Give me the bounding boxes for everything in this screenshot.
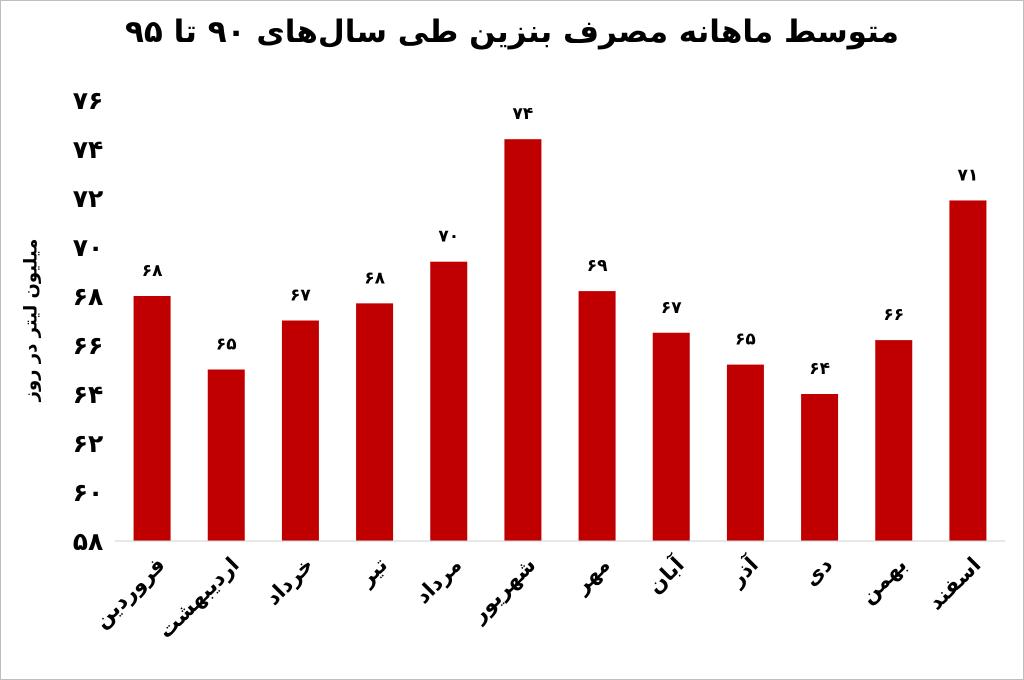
x-tick-label: خرداد [261,553,318,610]
data-label: ۶۸ [142,261,163,281]
y-tick-label: ۶۸ [73,282,104,311]
y-tick-label: ۶۰ [73,478,104,507]
data-label: ۷۱ [958,165,979,185]
data-label: ۷۰ [438,227,459,247]
x-tick-label: اسفند [923,553,985,615]
y-tick-label: ۷۶ [73,86,104,115]
bar [504,139,542,541]
data-label: ۷۴ [513,104,534,124]
bar [281,320,319,541]
data-labels: ۶۸ ۶۵ ۶۷ ۶۸ ۷۰ ۷۴ ۶۹ ۶۷ ۶۵ ۶۴ ۶۶ ۷۱ [142,104,979,379]
x-tick-label: شهریور [466,553,541,628]
y-tick-label: ۷۰ [73,233,104,262]
y-tick-label: ۶۲ [73,429,104,458]
bar [430,261,468,541]
x-tick-label: آذر [723,551,763,591]
bar [578,291,616,541]
bar [133,296,171,541]
x-tick-label: مرداد [411,553,467,609]
bar [875,340,913,541]
y-tick-label: ۶۴ [73,380,104,409]
bar [949,200,987,541]
data-label: ۶۴ [809,359,830,379]
chart-title: متوسط ماهانه مصرف بنزین طی سال‌های ۹۰ تا… [125,14,899,50]
bar [356,303,394,541]
data-label: ۶۷ [661,298,682,318]
data-label: ۶۷ [290,286,311,306]
x-tick-label: مهر [569,553,615,599]
bar [801,394,839,541]
y-tick-label: ۷۴ [73,135,104,164]
x-tick-label: دی [799,552,837,590]
bar [652,332,690,541]
x-tick-label: بهمن [856,553,912,609]
bar [726,364,764,541]
data-label: ۶۵ [735,330,756,350]
data-label: ۶۹ [587,256,608,276]
x-tick-label: آبان [642,551,689,598]
data-label: ۶۵ [216,335,237,355]
x-tick-label: اردیبهشت [153,553,244,644]
bar-series [133,139,987,541]
y-tick-label: ۷۲ [73,184,104,213]
y-tick-label: ۶۶ [73,331,104,360]
y-tick-label: ۵۸ [73,527,104,556]
y-axis-ticks: ۵۸ ۶۰ ۶۲ ۶۴ ۶۶ ۶۸ ۷۰ ۷۲ ۷۴ ۷۶ [73,86,104,556]
x-tick-label: تیر [354,553,393,592]
data-label: ۶۸ [364,268,385,288]
data-label: ۶۶ [883,305,904,325]
bar [207,369,245,541]
